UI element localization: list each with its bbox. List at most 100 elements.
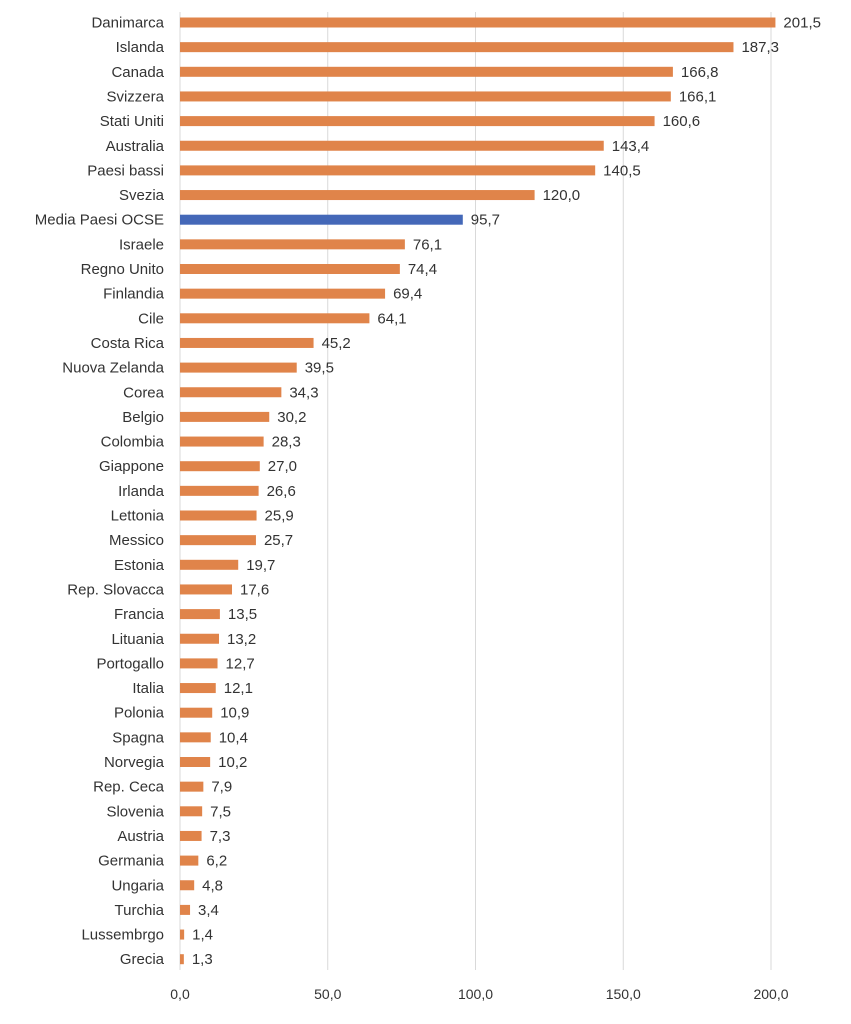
bar <box>180 633 220 644</box>
value-label: 3,4 <box>198 902 219 919</box>
bar <box>180 313 370 324</box>
category-label: Rep. Ceca <box>93 779 165 796</box>
bar <box>180 337 314 348</box>
category-label: Polonia <box>114 705 165 722</box>
bar <box>180 929 185 940</box>
bar <box>180 264 400 274</box>
bar <box>180 66 673 77</box>
x-axis-tick-labels: 0,0 50,0 100,0 150,0 200,0 <box>170 986 788 1002</box>
bar <box>180 609 220 620</box>
category-label: Costa Rica <box>91 335 165 352</box>
bar <box>180 510 257 521</box>
bar <box>180 584 233 595</box>
value-label: 120,0 <box>543 187 581 204</box>
bar <box>180 288 386 299</box>
bar <box>180 165 596 176</box>
category-label: Lituania <box>111 631 164 648</box>
category-label: Grecia <box>120 951 165 968</box>
value-label: 28,3 <box>272 434 301 451</box>
value-label: 13,2 <box>227 631 256 648</box>
bar <box>180 658 218 669</box>
bar <box>180 461 260 472</box>
bar <box>180 535 256 546</box>
category-label: Estonia <box>114 557 165 574</box>
value-label: 1,3 <box>192 951 213 968</box>
category-label: Giappone <box>99 458 164 475</box>
category-label: Belgio <box>122 409 164 426</box>
bar <box>180 17 776 28</box>
bars <box>180 17 776 965</box>
category-label: Nuova Zelanda <box>62 360 164 377</box>
value-label: 7,9 <box>211 779 232 796</box>
bar <box>180 781 204 792</box>
bar <box>180 387 282 398</box>
value-label: 13,5 <box>228 606 257 623</box>
value-label: 34,3 <box>289 384 318 401</box>
category-label: Svezia <box>119 187 165 204</box>
category-label: Messico <box>109 532 164 549</box>
category-label: Francia <box>114 606 165 623</box>
category-label: Paesi bassi <box>87 162 164 179</box>
value-label: 30,2 <box>277 409 306 426</box>
value-label: 19,7 <box>246 557 275 574</box>
value-label: 64,1 <box>377 310 406 327</box>
bar <box>180 91 671 102</box>
value-label: 74,4 <box>408 261 437 278</box>
bar <box>180 806 203 817</box>
value-label: 12,7 <box>226 655 255 672</box>
category-label: Islanda <box>116 39 165 56</box>
value-label: 143,4 <box>612 138 650 155</box>
bar <box>180 362 297 373</box>
category-label: Rep. Slovacca <box>67 581 164 598</box>
value-label: 7,3 <box>210 828 231 845</box>
value-label: 187,3 <box>741 39 779 56</box>
value-label: 10,2 <box>218 754 247 771</box>
bar <box>180 239 405 250</box>
value-label: 140,5 <box>603 162 641 179</box>
category-labels: Danimarca Islanda Canada Svizzera Stati Unit… <box>35 15 165 969</box>
category-label: Stati Uniti <box>100 113 164 130</box>
category-label: Austria <box>117 828 164 845</box>
bar <box>180 954 184 965</box>
category-label: Danimarca <box>91 15 164 32</box>
value-label: 10,9 <box>220 705 249 722</box>
category-label: Norvegia <box>104 754 165 771</box>
bar <box>180 436 264 447</box>
category-label: Lussembrgo <box>81 927 164 944</box>
value-label: 12,1 <box>224 680 253 697</box>
bar <box>180 707 213 718</box>
category-label: Germania <box>98 853 165 870</box>
value-label: 95,7 <box>471 212 500 229</box>
value-label: 4,8 <box>202 877 223 894</box>
category-label: Portogallo <box>96 655 164 672</box>
category-label: Italia <box>132 680 164 697</box>
bar <box>180 683 216 694</box>
value-label: 166,8 <box>681 64 719 81</box>
category-label: Corea <box>123 384 165 401</box>
x-tick-label: 50,0 <box>314 986 341 1002</box>
category-label: Ungaria <box>111 877 164 894</box>
value-label: 69,4 <box>393 286 422 303</box>
bar <box>180 411 270 422</box>
bar <box>180 116 655 127</box>
bar <box>180 559 239 570</box>
bar <box>180 140 604 151</box>
value-label: 7,5 <box>210 803 231 820</box>
bar <box>180 855 199 866</box>
category-label: Finlandia <box>103 286 165 303</box>
category-label: Israele <box>119 236 164 253</box>
category-label: Colombia <box>101 434 165 451</box>
value-label: 26,6 <box>267 483 296 500</box>
x-tick-label: 0,0 <box>170 986 190 1002</box>
bar <box>180 732 211 743</box>
bar <box>180 485 259 496</box>
value-label: 201,5 <box>783 15 821 32</box>
category-label: Australia <box>106 138 165 155</box>
category-label: Svizzera <box>106 88 164 105</box>
category-label: Lettonia <box>111 508 165 525</box>
value-label: 45,2 <box>322 335 351 352</box>
value-label: 6,2 <box>206 853 227 870</box>
x-tick-label: 150,0 <box>606 986 641 1002</box>
